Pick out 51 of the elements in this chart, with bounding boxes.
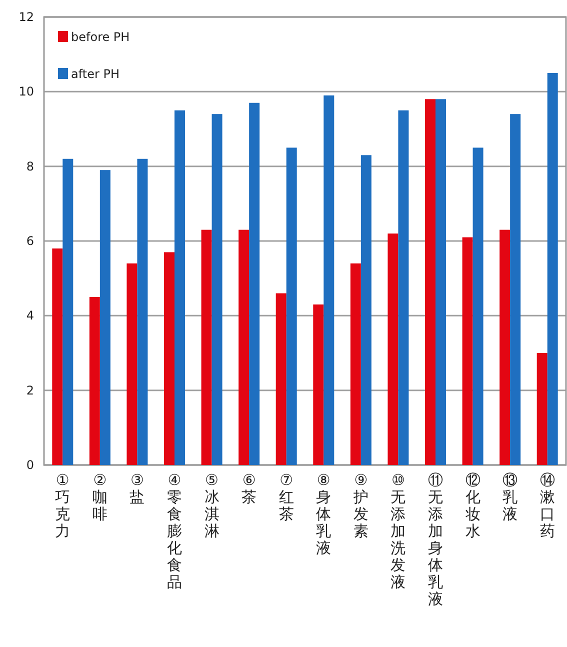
y-tick-label: 0 (26, 458, 34, 472)
bar (52, 248, 63, 465)
bar (126, 263, 138, 465)
x-tick-label: ⑤冰淇淋 (204, 471, 220, 540)
x-tick-label: ①巧克力 (55, 471, 70, 540)
bar (472, 148, 484, 465)
x-tick-label: ⑧身体乳液 (316, 471, 332, 557)
y-tick-label: 10 (18, 84, 34, 99)
legend-label: after PH (71, 67, 120, 81)
x-tick-label: ⑩无添加洗发液 (390, 471, 406, 591)
bar (100, 170, 110, 465)
bar (436, 99, 446, 465)
y-tick-label: 2 (26, 383, 34, 398)
bar (201, 230, 212, 465)
bar (462, 237, 473, 465)
bar (425, 99, 436, 465)
x-tick-label: ⑨护发素 (352, 471, 368, 540)
y-tick-label: 8 (26, 159, 34, 174)
bar (547, 73, 558, 465)
bar (313, 304, 324, 465)
bar (360, 155, 372, 465)
legend-label: before PH (71, 30, 130, 44)
bar (238, 230, 250, 465)
bar (276, 293, 286, 465)
bar (249, 102, 260, 465)
y-tick-label: 4 (26, 308, 34, 323)
bar (398, 110, 409, 465)
bar (510, 114, 521, 465)
bar (388, 234, 398, 465)
bar (89, 297, 100, 465)
bar (286, 148, 297, 465)
x-tick-label: ③盐 (130, 471, 145, 506)
bar (174, 110, 185, 465)
x-tick-label: ⑫化妆水 (465, 471, 480, 540)
x-tick-label: ⑬乳液 (502, 471, 518, 523)
bar (164, 252, 174, 465)
x-tick-label: ④零食膨化食品 (167, 471, 182, 591)
bar (350, 263, 361, 465)
bar (500, 230, 510, 465)
bar (324, 95, 334, 465)
x-tick-label: ⑦红茶 (278, 471, 294, 523)
y-tick-label: 12 (18, 10, 34, 24)
x-tick-label: ⑥茶 (242, 471, 257, 506)
x-tick-label: ②咖啡 (92, 471, 108, 523)
y-tick-label: 6 (26, 234, 34, 248)
x-tick-label: ⑭漱口药 (540, 471, 555, 540)
bar (536, 353, 548, 465)
bar (212, 114, 222, 465)
bar (137, 158, 148, 465)
bar (62, 158, 74, 465)
x-tick-label: ⑪无添加身体乳液 (428, 471, 443, 608)
